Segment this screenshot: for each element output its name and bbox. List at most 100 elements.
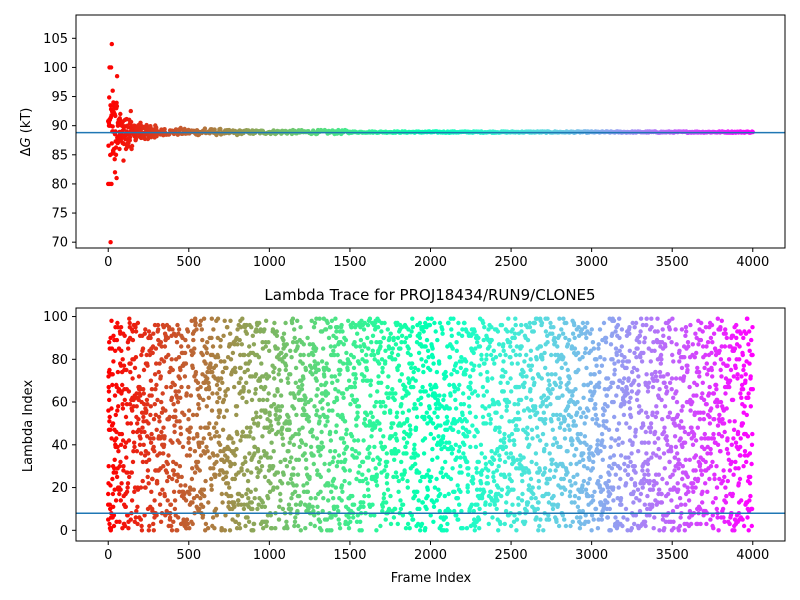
lambda-point (191, 350, 196, 356)
lambda-point (650, 410, 655, 415)
lambda-point (585, 481, 591, 486)
lambda-point (294, 412, 299, 418)
y-tick-label: 100 (43, 310, 68, 325)
lambda-point (351, 515, 356, 520)
lambda-point (609, 466, 615, 471)
lambda-point (301, 342, 306, 347)
lambda-point (107, 419, 112, 424)
lambda-point (748, 374, 753, 379)
lambda-point (375, 389, 380, 394)
lambda-point (540, 399, 545, 405)
lambda-point (186, 344, 191, 349)
dg-point (106, 143, 111, 148)
lambda-point (190, 365, 195, 371)
lambda-point (133, 355, 139, 360)
lambda-point (731, 427, 737, 432)
dg-point (148, 124, 153, 129)
lambda-point (265, 496, 271, 501)
lambda-point (700, 391, 705, 396)
lambda-point (518, 397, 524, 403)
lambda-point (369, 434, 374, 439)
lambda-point (612, 414, 617, 420)
lambda-point (534, 515, 539, 520)
lambda-point (402, 470, 407, 475)
lambda-point (491, 478, 497, 484)
lambda-point (467, 410, 473, 415)
lambda-point (191, 337, 196, 343)
lambda-point (259, 361, 264, 366)
lambda-point (214, 382, 220, 388)
dg-point (108, 123, 113, 128)
lambda-point (649, 372, 655, 377)
lambda-point (746, 391, 751, 396)
lambda-point (466, 395, 472, 400)
lambda-point (396, 489, 401, 494)
lambda-point (240, 395, 245, 400)
lambda-point (709, 406, 714, 411)
lambda-point (701, 513, 706, 518)
lambda-point (660, 476, 665, 482)
lambda-point (287, 427, 292, 432)
lambda-point (611, 498, 616, 503)
lambda-point (608, 342, 614, 347)
lambda-point (325, 391, 331, 396)
lambda-point (378, 340, 383, 345)
lambda-point (440, 331, 445, 336)
lambda-point (273, 526, 278, 531)
lambda-point (422, 436, 428, 441)
lambda-point (386, 506, 392, 512)
dg-point (112, 157, 117, 162)
lambda-point (329, 513, 335, 518)
lambda-point (319, 440, 324, 445)
lambda-point (615, 322, 621, 328)
lambda-point (473, 444, 479, 450)
lambda-point (685, 485, 690, 490)
lambda-point (511, 438, 517, 443)
lambda-point (428, 417, 434, 422)
lambda-point (201, 397, 206, 403)
lambda-point (236, 498, 241, 503)
lambda-point (485, 378, 490, 383)
lambda-point (624, 365, 629, 371)
lambda-point (470, 423, 475, 428)
lambda-point (679, 327, 685, 332)
lambda-point (548, 391, 553, 396)
lambda-point (454, 513, 459, 518)
lambda-point (676, 457, 681, 462)
lambda-point (141, 387, 146, 392)
lambda-point (535, 506, 540, 512)
lambda-point (700, 500, 705, 505)
lambda-point (297, 493, 302, 499)
lambda-point (417, 331, 422, 336)
lambda-point (625, 391, 630, 396)
lambda-point (362, 493, 367, 499)
lambda-point (380, 369, 385, 375)
lambda-point (644, 316, 649, 321)
lambda-point (745, 316, 750, 321)
lambda-point (517, 352, 523, 358)
lambda-point (328, 438, 334, 443)
lambda-point (232, 504, 237, 509)
lambda-point (697, 461, 703, 467)
lambda-point (463, 372, 468, 377)
lambda-point (353, 449, 358, 454)
lambda-point (506, 316, 511, 321)
lambda-point (535, 434, 540, 439)
lambda-point (149, 431, 154, 437)
lambda-point (642, 340, 647, 345)
lambda-point (284, 464, 290, 469)
lambda-point (704, 521, 709, 527)
lambda-point (120, 402, 125, 407)
lambda-point (637, 404, 642, 409)
lambda-point (654, 410, 660, 415)
lambda-point (392, 506, 398, 512)
lambda-point (507, 340, 513, 345)
dg-point (112, 111, 117, 117)
lambda-point (362, 320, 367, 326)
lambda-point (138, 393, 143, 398)
lambda-point (142, 513, 147, 518)
lambda-point (387, 335, 392, 341)
lambda-point (292, 395, 297, 400)
lambda-point (461, 391, 466, 396)
lambda-point (727, 468, 733, 473)
